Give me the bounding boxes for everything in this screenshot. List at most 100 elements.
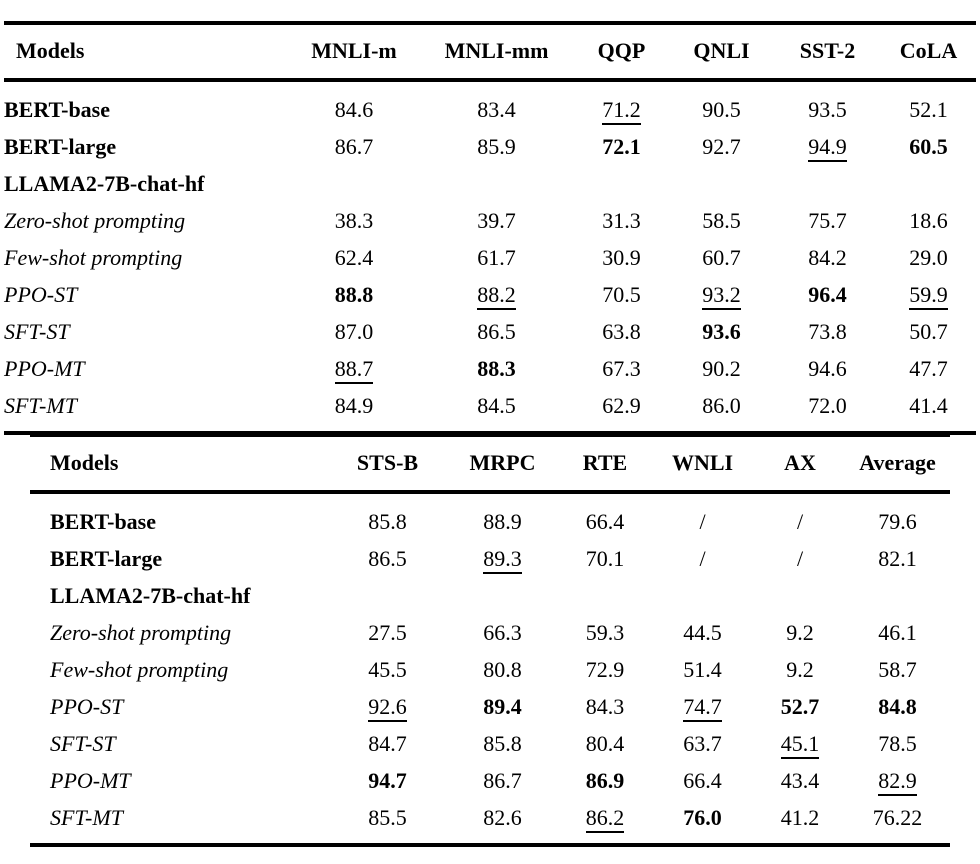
table-row: BERT-base 85.8 88.9 66.4 / / 79.6 [30, 492, 950, 540]
score-value: 9.2 [786, 619, 814, 645]
score-cell: 18.6 [881, 202, 976, 239]
score-cell [560, 577, 650, 614]
score-cell: 66.4 [650, 762, 755, 799]
score-value: 41.2 [780, 804, 820, 830]
score-cell: 84.2 [774, 239, 881, 276]
score-value: 59.9 [909, 281, 948, 310]
score-cell: 31.3 [574, 202, 669, 239]
header-row: Models MNLI-m MNLI-mm QQP QNLI SST-2 CoLA [4, 23, 976, 80]
score-value: 29.0 [909, 244, 948, 270]
score-value: 85.5 [368, 804, 407, 830]
score-column-header: SST-2 [799, 38, 856, 63]
score-cell: 67.3 [574, 350, 669, 387]
score-value: 30.9 [602, 244, 641, 270]
model-name: Zero-shot prompting [50, 619, 232, 645]
score-value: 50.7 [909, 318, 948, 344]
score-value: 76.0 [683, 804, 722, 830]
score-value: 66.4 [585, 508, 625, 534]
score-cell: 72.9 [560, 651, 650, 688]
score-value: 80.8 [483, 656, 522, 682]
score-value: 67.3 [602, 355, 641, 381]
score-value: 86.2 [585, 804, 625, 833]
score-cell: 92.7 [669, 128, 774, 165]
score-value: 88.9 [483, 508, 522, 534]
score-cell: 44.5 [650, 614, 755, 651]
score-value: 27.5 [368, 619, 407, 645]
score-cell: 86.7 [445, 762, 560, 799]
score-cell: 59.9 [881, 276, 976, 313]
score-cell [774, 165, 881, 202]
score-cell: 41.4 [881, 387, 976, 433]
score-cell: 93.5 [774, 80, 881, 128]
table-row: PPO-ST 92.6 89.4 84.3 74.7 52.7 84.8 [30, 688, 950, 725]
table-row: Zero-shot prompting 38.3 39.7 31.3 58.5 75.7 1… [4, 202, 976, 239]
score-cell: 88.8 [289, 276, 419, 313]
score-value: 82.9 [878, 767, 917, 796]
score-cell: 84.8 [845, 688, 950, 725]
table-row: SFT-ST 87.0 86.5 63.8 93.6 73.8 50.7 [4, 313, 976, 350]
score-cell: 62.4 [289, 239, 419, 276]
score-cell: 86.5 [419, 313, 574, 350]
table-row: BERT-large 86.5 89.3 70.1 / / 82.1 [30, 540, 950, 577]
score-column-header: CoLA [899, 38, 958, 63]
score-column-header: AX [784, 450, 816, 475]
models-column-header: Models [16, 38, 85, 63]
score-value: 51.4 [683, 656, 722, 682]
score-cell: 73.8 [774, 313, 881, 350]
score-cell: 63.8 [574, 313, 669, 350]
score-column-header: Average [859, 450, 936, 475]
score-cell: 84.5 [419, 387, 574, 433]
score-value: 82.6 [483, 804, 522, 830]
score-value: 66.4 [683, 767, 722, 793]
score-cell: 88.7 [289, 350, 419, 387]
model-name: Few-shot prompting [4, 244, 183, 270]
score-value: 47.7 [909, 355, 948, 381]
score-cell: 75.7 [774, 202, 881, 239]
score-value: 86.0 [702, 392, 741, 418]
score-value: 52.7 [780, 693, 820, 719]
score-cell [574, 165, 669, 202]
table-row: BERT-large 86.7 85.9 72.1 92.7 94.9 60.5 [4, 128, 976, 165]
score-value: 90.5 [702, 96, 741, 122]
score-cell: 61.7 [419, 239, 574, 276]
score-value: 61.7 [477, 244, 516, 270]
score-cell: 51.4 [650, 651, 755, 688]
table-row: BERT-base 84.6 83.4 71.2 90.5 93.5 52.1 [4, 80, 976, 128]
score-value: 85.8 [368, 508, 407, 534]
score-cell: 74.7 [650, 688, 755, 725]
model-name: Zero-shot prompting [4, 207, 186, 233]
score-value: 86.5 [477, 318, 516, 344]
model-name: BERT-large [50, 545, 163, 571]
model-name: PPO-ST [50, 693, 124, 719]
score-value: 89.4 [483, 693, 522, 719]
score-value: 18.6 [909, 207, 948, 233]
score-value: 89.3 [483, 545, 522, 574]
model-name: Few-shot prompting [50, 656, 229, 682]
score-cell [289, 165, 419, 202]
score-value: 84.2 [808, 244, 847, 270]
table-row: Few-shot prompting 45.5 80.8 72.9 51.4 9.2 58.… [30, 651, 950, 688]
score-cell: 86.0 [669, 387, 774, 433]
score-cell: 84.6 [289, 80, 419, 128]
score-cell: 84.3 [560, 688, 650, 725]
score-column-header: MNLI-mm [444, 38, 549, 63]
score-value: 86.7 [483, 767, 522, 793]
score-value: 82.1 [878, 545, 917, 571]
model-name: PPO-ST [4, 281, 78, 307]
score-value: 94.7 [368, 767, 407, 793]
score-value: 72.9 [585, 656, 625, 682]
score-value: 62.4 [334, 244, 374, 270]
score-cell: 70.1 [560, 540, 650, 577]
score-value: 66.3 [483, 619, 522, 645]
score-cell: 50.7 [881, 313, 976, 350]
score-cell: 86.7 [289, 128, 419, 165]
score-value: 59.3 [585, 619, 625, 645]
score-cell: 90.2 [669, 350, 774, 387]
table-body: BERT-base 84.6 83.4 71.2 90.5 93.5 52.1 BERT-la… [4, 80, 976, 433]
score-cell: 9.2 [755, 651, 845, 688]
score-value: 44.5 [683, 619, 722, 645]
models-column-header: Models [50, 450, 119, 475]
table-header: Models STS-B MRPC RTE WNLI AX Average [30, 435, 950, 492]
score-cell: 85.8 [445, 725, 560, 762]
model-name: PPO-MT [50, 767, 131, 793]
